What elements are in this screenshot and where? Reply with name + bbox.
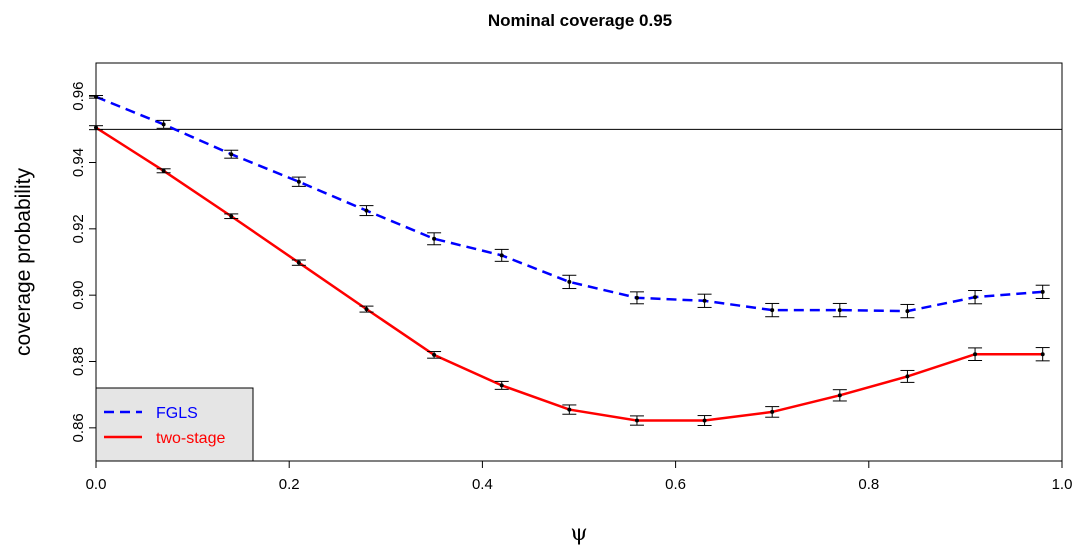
data-point-fgls [364,208,369,213]
data-point-fgls [567,279,572,284]
legend-label-two-stage: two-stage [156,430,225,447]
plot-frame [95,62,1063,462]
legend-label-fgls: FGLS [156,405,198,422]
data-point-two-stage [432,352,437,357]
legend-box [95,387,254,462]
data-point-fgls [702,298,707,303]
x-tick-label: 0.2 [279,476,300,493]
y-tick-label: 0.90 [70,281,87,310]
data-point-fgls [837,308,842,313]
data-point-fgls [432,236,437,241]
x-tick-label: 0.6 [665,476,686,493]
x-axis: 0.0 0.2 0.4 0.6 0.8 1.0 [86,461,1073,493]
data-point-fgls [770,308,775,313]
data-point-fgls [634,295,639,300]
legend: FGLS two-stage [95,387,254,462]
data-point-fgls [905,309,910,314]
data-point-two-stage [229,214,234,219]
y-tick-label: 0.86 [70,413,87,442]
data-point-two-stage [499,383,504,388]
y-axis: 0.86 0.88 0.90 0.92 0.94 0.96 [70,82,96,442]
data-point-two-stage [770,409,775,414]
data-point-two-stage [296,260,301,265]
data-point-two-stage [1040,352,1045,357]
x-axis-label: ψ [570,521,587,546]
data-point-two-stage [837,393,842,398]
data-point-fgls [296,179,301,184]
data-point-fgls [973,295,978,300]
data-point-two-stage [567,407,572,412]
data-point-two-stage [364,307,369,312]
y-tick-label: 0.96 [70,82,87,111]
data-point-fgls [161,122,166,127]
chart-title: Nominal coverage 0.95 [488,11,672,30]
y-tick-label: 0.92 [70,214,87,243]
data-point-fgls [1040,289,1045,294]
data-point-two-stage [94,125,98,130]
x-tick-label: 1.0 [1052,476,1073,493]
data-point-two-stage [973,352,978,357]
y-tick-label: 0.94 [70,148,87,177]
x-tick-label: 0.0 [86,476,107,493]
series-layer [89,94,1050,427]
y-axis-label: coverage probability [12,168,35,356]
data-point-two-stage [905,374,910,379]
y-tick-label: 0.88 [70,347,87,376]
data-point-two-stage [702,418,707,423]
data-point-two-stage [161,168,166,173]
series-line-two-stage [95,126,1043,422]
data-point-fgls [499,253,504,258]
data-point-fgls [94,94,98,99]
data-point-two-stage [634,418,639,423]
x-tick-label: 0.8 [858,476,879,493]
x-tick-label: 0.4 [472,476,493,493]
data-point-fgls [229,152,234,157]
